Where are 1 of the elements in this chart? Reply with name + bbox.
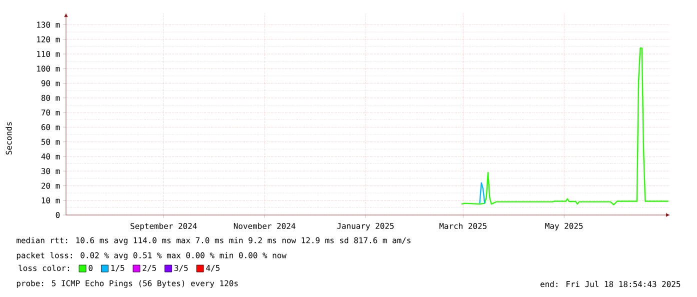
line-series xyxy=(460,48,669,206)
